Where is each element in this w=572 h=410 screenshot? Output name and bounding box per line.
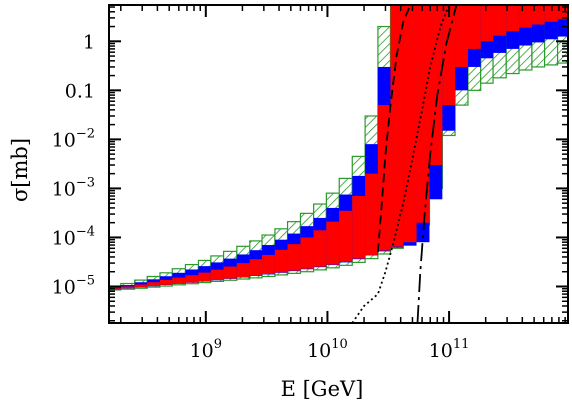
red-band-bin [147, 282, 160, 287]
x-axis-label: E [GeV] [281, 377, 364, 401]
blue-band-bin [557, 5, 568, 37]
y-axis-label: σ[mb] [8, 138, 32, 202]
y-tick-label: 10−2 [52, 126, 95, 151]
red-band-bin [365, 173, 378, 255]
dashed-curve [377, 5, 412, 253]
red-band-bin [352, 196, 366, 259]
curves-layer [351, 5, 458, 323]
y-tick-label: 1 [83, 31, 95, 53]
red-band-bin [455, 5, 468, 67]
red-band-bin [493, 5, 507, 36]
red-band-bin [390, 5, 404, 247]
red-band-bin [339, 210, 353, 262]
x-tick-label: 1010 [307, 337, 348, 362]
red-band-bin [326, 221, 340, 265]
dotted-curve [351, 5, 450, 323]
red-band [109, 5, 568, 290]
red-band-bin [403, 5, 417, 243]
red-band-bin [274, 249, 288, 273]
red-band-bin [429, 5, 443, 166]
red-band-bin [480, 5, 494, 42]
red-band-bin [198, 272, 211, 282]
y-tick-label: 10−4 [52, 224, 95, 249]
red-band-bin [185, 275, 199, 283]
red-band-bin [544, 5, 558, 22]
red-band-bin [467, 5, 481, 49]
x-tick-label: 109 [190, 337, 222, 362]
bands-layer [109, 5, 568, 291]
red-band-bin [531, 5, 545, 25]
red-band-bin [120, 286, 135, 289]
red-band-bin [236, 263, 250, 278]
y-tick-label: 10−3 [52, 175, 95, 200]
red-band-bin [416, 5, 430, 223]
x-tick-label: 1011 [429, 337, 470, 362]
red-band-bin [134, 284, 148, 288]
red-band-bin [172, 277, 186, 284]
y-tick-label: 0.1 [65, 80, 95, 102]
red-band-bin [313, 230, 327, 267]
tick-labels-layer: 109 1010 1011 10−5 10−4 10−3 10−2 0.1 1 [52, 31, 470, 362]
plot-frame [108, 4, 569, 324]
red-band-bin [249, 259, 263, 276]
red-band-bin [300, 237, 314, 269]
red-band-bin [287, 244, 301, 271]
red-band-bin [442, 5, 456, 106]
red-band-bin [159, 279, 173, 285]
long-dash-dot-curve [416, 5, 458, 323]
red-band-bin [262, 254, 275, 275]
red-band-bin [506, 5, 520, 32]
red-band-bin [223, 266, 237, 279]
red-band-bin [210, 269, 224, 280]
ticks-layer [109, 5, 568, 323]
y-tick-label: 10−5 [52, 273, 95, 298]
red-band-bin [519, 5, 532, 28]
